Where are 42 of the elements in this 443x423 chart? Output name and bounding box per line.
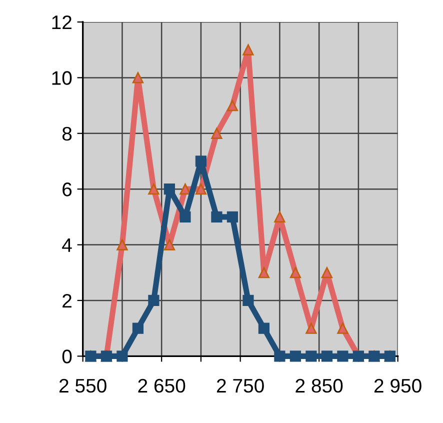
point [226,100,238,112]
point [274,211,286,222]
point [258,322,270,334]
point [148,294,160,306]
y-tick-label: 0 [62,350,72,364]
point [195,184,207,195]
point [274,350,286,362]
y-tick-label: 10 [52,71,72,85]
point [321,267,332,278]
point [164,239,176,250]
point [242,44,254,56]
point [164,184,176,195]
point [226,211,238,222]
point [148,184,160,195]
point [321,350,332,362]
point [195,156,207,167]
point [180,184,191,195]
y-tick-label: 6 [62,182,72,196]
x-tick-label: 2 650 [138,378,186,393]
point [242,294,254,306]
x-tick-label: 2 850 [296,378,343,393]
point [180,211,191,222]
point [132,72,144,84]
point [290,350,302,362]
y-tick-label: 2 [62,294,72,308]
x-tick-label: 2 950 [374,378,422,393]
point [116,239,128,250]
point [306,322,317,334]
y-tick-label: 8 [62,126,72,141]
point [290,267,302,278]
x-tick-label: 2 550 [59,378,106,393]
point [211,211,222,222]
point [116,350,128,362]
point [306,350,317,362]
point [258,267,270,278]
point [337,350,348,362]
point [132,322,144,334]
point [337,322,348,334]
point [211,128,222,139]
x-tick-label: 2 750 [216,378,264,393]
y-tick-label: 4 [62,238,72,252]
y-tick-label: 12 [52,15,72,30]
